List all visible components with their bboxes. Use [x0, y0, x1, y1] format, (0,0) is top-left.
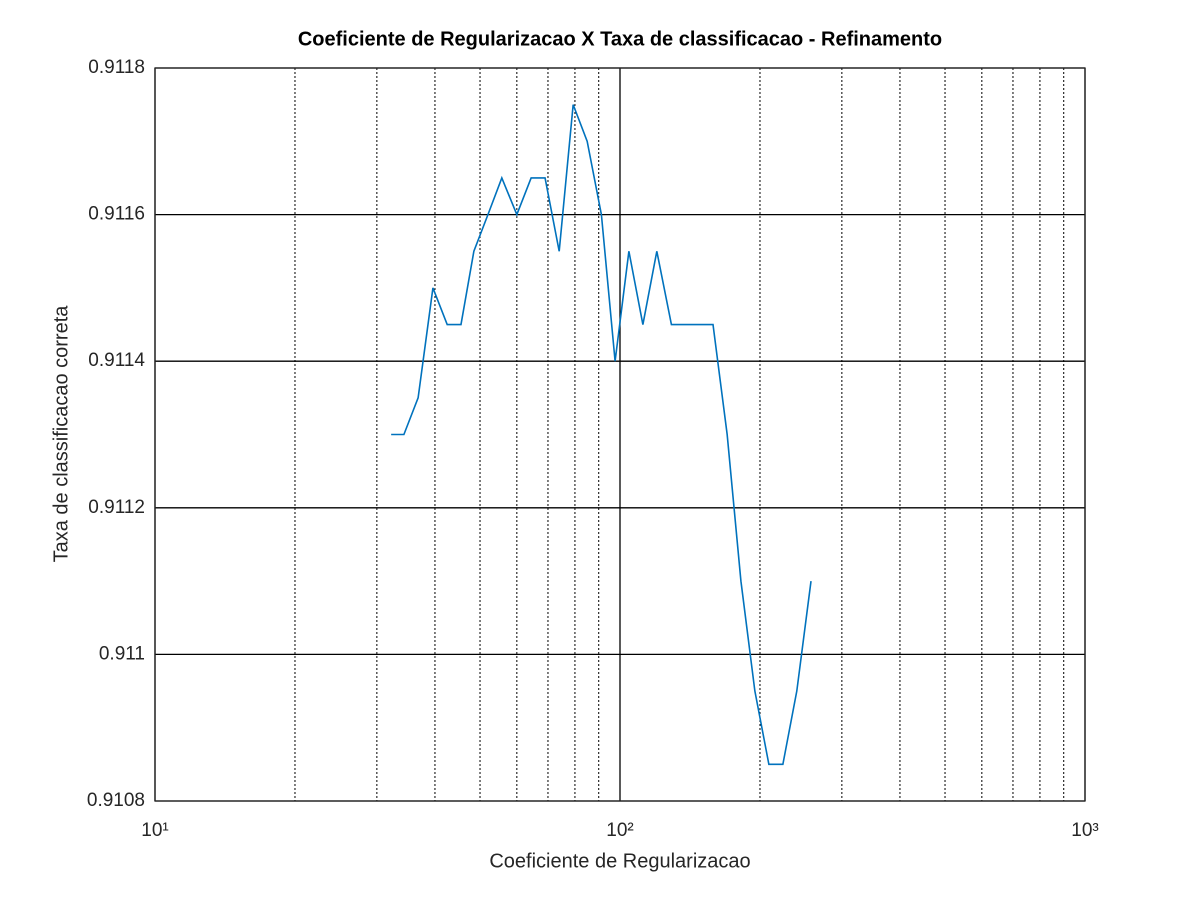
chart-title: Coeficiente de Regularizacao X Taxa de c…: [298, 28, 942, 50]
y-tick-label: 0.9116: [88, 204, 145, 225]
y-tick-label: 0.9112: [88, 497, 145, 518]
y-tick-label: 0.9118: [88, 57, 145, 78]
data-line: [391, 104, 812, 766]
y-tick-label: 0.9114: [88, 350, 145, 371]
y-tick-label: 0.911: [99, 643, 145, 664]
axes-box: [154, 67, 1086, 802]
x-axis-label: Coeficiente de Regularizacao: [489, 850, 750, 872]
x-tick-label: 10²: [606, 820, 633, 841]
x-tick-label: 10³: [1071, 820, 1098, 841]
x-tick-label: 10¹: [141, 820, 168, 841]
y-axis-label: Taxa de classificacao correta: [50, 305, 72, 563]
y-tick-label: 0.9108: [87, 790, 145, 811]
